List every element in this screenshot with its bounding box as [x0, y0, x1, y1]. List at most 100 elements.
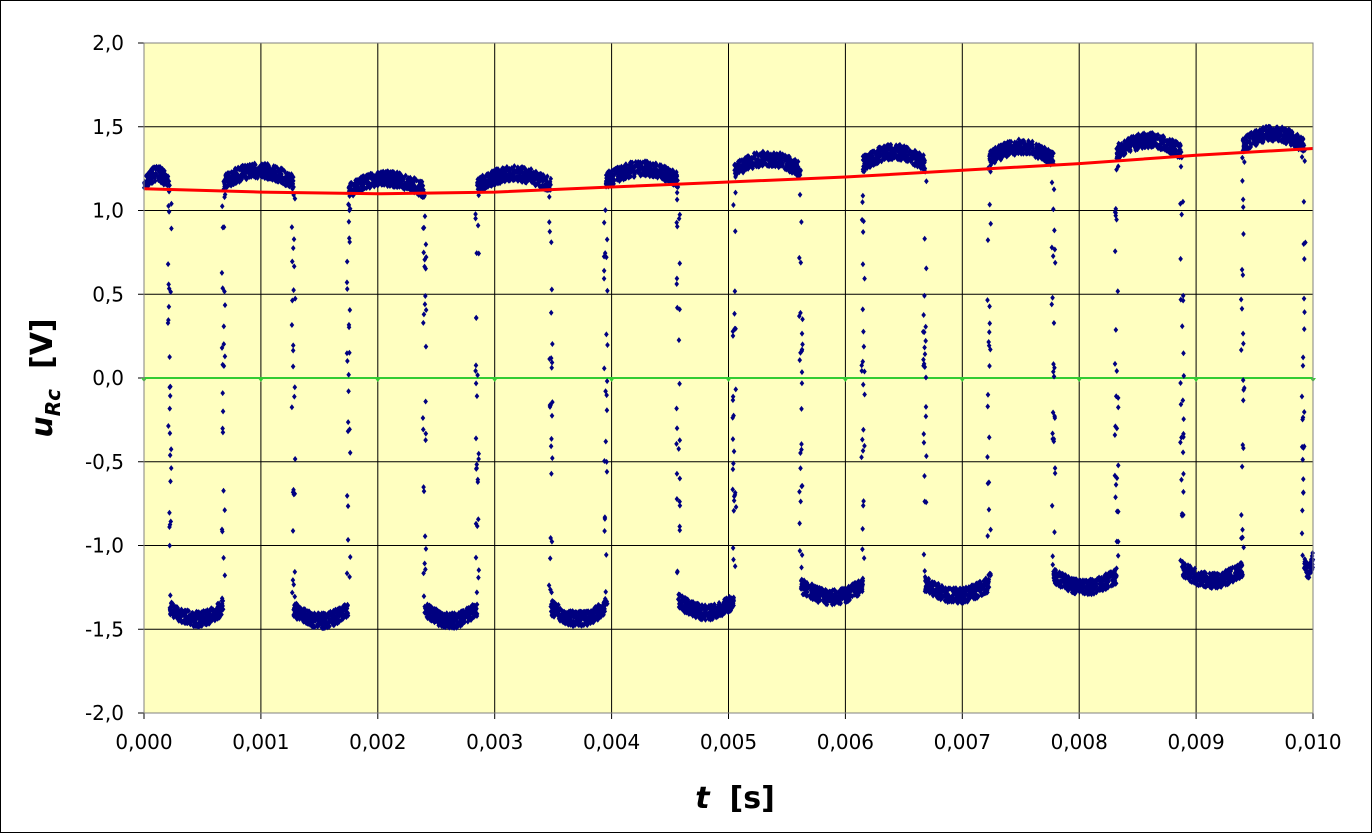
scatter-point — [474, 461, 480, 468]
scatter-point — [799, 330, 805, 337]
scatter-point — [247, 171, 252, 178]
scatter-point — [921, 439, 927, 446]
scatter-point — [545, 173, 550, 180]
scatter-point — [503, 176, 509, 183]
scatter-point — [422, 213, 428, 220]
scatter-point — [473, 465, 479, 472]
scatter-point — [836, 589, 842, 596]
scatter-point — [477, 175, 482, 182]
scatter-point — [700, 612, 706, 619]
scatter-point — [519, 168, 524, 175]
scatter-point — [566, 621, 572, 628]
scatter-point — [829, 591, 834, 598]
scatter-point — [219, 203, 225, 210]
scatter-point — [658, 169, 664, 176]
scatter-point — [165, 175, 170, 182]
scatter-point — [229, 169, 234, 176]
scatter-point — [775, 160, 781, 167]
x-tick-label: 0,008 — [1051, 730, 1108, 754]
scatter-point — [290, 347, 296, 354]
scatter-point — [985, 297, 990, 304]
scatter-point — [444, 610, 450, 617]
scatter-point — [854, 592, 860, 599]
scatter-point — [346, 202, 352, 209]
scatter-point — [899, 145, 905, 152]
scatter-point — [292, 455, 298, 462]
scatter-point — [667, 179, 673, 186]
scatter-point — [677, 260, 683, 267]
scatter-point — [222, 353, 228, 360]
scatter-point — [192, 619, 197, 626]
scatter-point — [982, 589, 988, 596]
scatter-point — [978, 583, 984, 590]
scatter-point — [981, 577, 986, 584]
scatter-point — [191, 612, 197, 619]
scatter-point — [846, 589, 852, 596]
scatter-point — [340, 615, 346, 622]
scatter-point — [542, 176, 548, 183]
scatter-point — [347, 573, 352, 580]
scatter-point — [604, 458, 609, 465]
scatter-point — [860, 436, 865, 443]
scatter-point — [732, 228, 738, 235]
scatter-point — [789, 169, 795, 176]
scatter-point — [554, 611, 560, 618]
scatter-point — [889, 145, 895, 152]
scatter-point — [986, 571, 991, 578]
scatter-point — [415, 184, 420, 191]
y-tick-label: 1,5 — [92, 115, 124, 139]
scatter-point — [196, 619, 202, 626]
scatter-point — [489, 182, 494, 189]
scatter-point — [710, 616, 715, 623]
scatter-point — [755, 152, 761, 159]
scatter-point — [227, 176, 233, 183]
scatter-point — [330, 620, 335, 627]
scatter-point — [482, 174, 488, 181]
scatter-point — [956, 596, 962, 603]
scatter-point — [476, 450, 482, 457]
scatter-point — [718, 605, 723, 612]
scatter-point — [423, 307, 429, 314]
scatter-point — [312, 623, 317, 630]
scatter-point — [811, 587, 817, 594]
scatter-point — [799, 369, 805, 376]
scatter-point — [733, 386, 739, 393]
scatter-point — [179, 606, 184, 613]
scatter-point — [988, 346, 993, 353]
scatter-point — [605, 170, 611, 177]
scatter-point — [860, 447, 866, 454]
scatter-point — [550, 399, 555, 406]
scatter-point — [832, 591, 838, 598]
scatter-point — [168, 592, 173, 599]
scatter-point — [290, 363, 296, 370]
scatter-point — [236, 166, 242, 173]
scatter-point — [922, 473, 927, 480]
scatter-point — [548, 309, 554, 316]
scatter-point — [912, 160, 918, 167]
scatter-point — [796, 170, 802, 177]
scatter-point — [988, 162, 993, 169]
scatter-point — [825, 596, 830, 603]
scatter-point — [861, 498, 866, 505]
scatter-point — [145, 177, 150, 184]
scatter-point — [822, 598, 828, 605]
scatter-point — [921, 362, 926, 369]
scatter-point — [860, 199, 865, 206]
scatter-point — [986, 584, 992, 591]
scatter-point — [921, 356, 926, 363]
scatter-point — [243, 165, 249, 172]
scatter-point — [585, 608, 591, 615]
scatter-point — [967, 595, 973, 602]
scatter-point — [537, 178, 542, 185]
scatter-point — [662, 166, 667, 173]
scatter-point — [347, 449, 353, 456]
scatter-point — [987, 363, 992, 370]
scatter-point — [311, 618, 317, 625]
scatter-point — [513, 168, 519, 175]
scatter-point — [347, 239, 352, 246]
scatter-point — [397, 176, 403, 183]
scatter-point — [142, 179, 147, 186]
scatter-point — [733, 325, 738, 332]
scatter-point — [787, 165, 792, 172]
scatter-point — [346, 321, 352, 328]
